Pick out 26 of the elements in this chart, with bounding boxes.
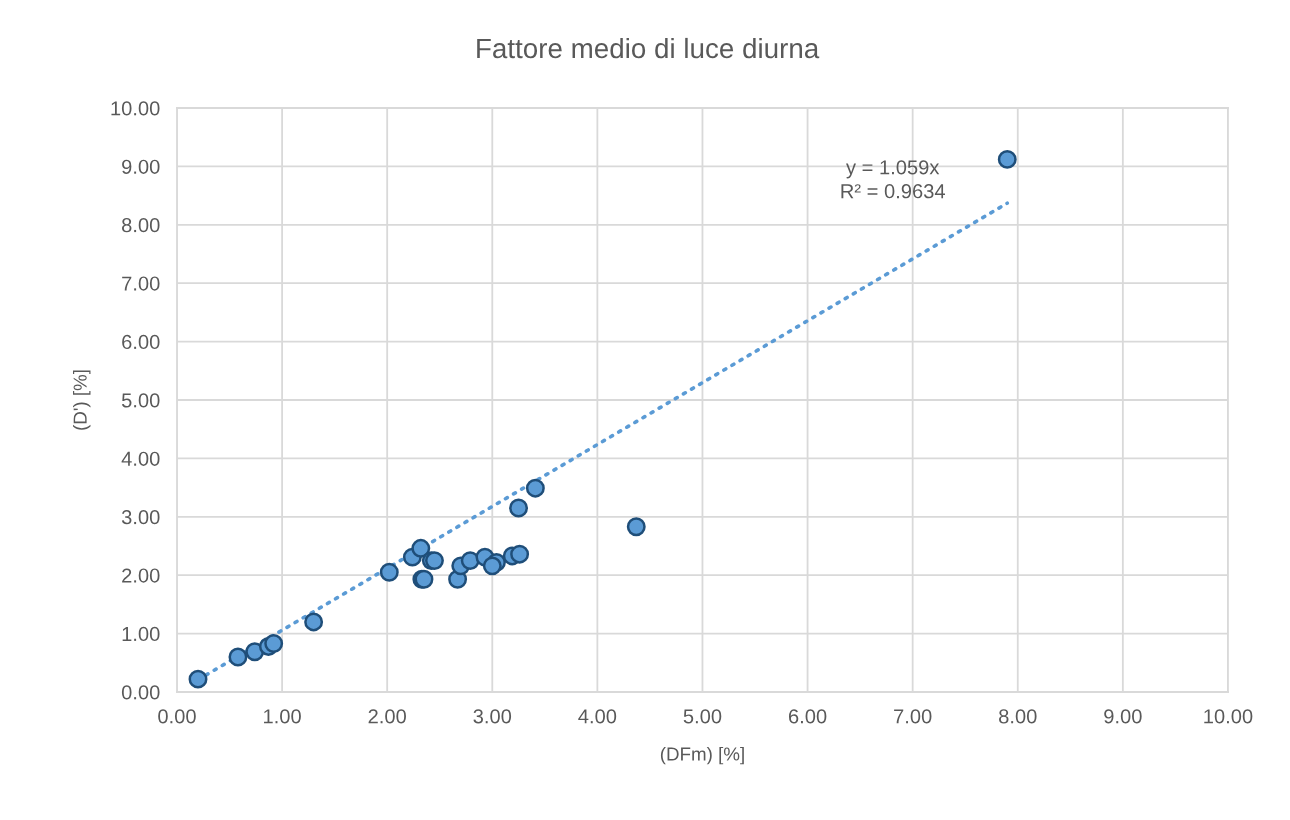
- x-tick-label: 6.00: [788, 709, 827, 724]
- y-tick-label: 2.00: [122, 568, 160, 583]
- y-tick-label: 3.00: [121, 510, 160, 525]
- x-tick-label: 8.00: [999, 709, 1037, 724]
- x-tick-label: 1.00: [264, 709, 301, 724]
- x-axis-title: (DFm) [%]: [660, 746, 744, 765]
- chart-title: Fattore medio di luce diurna: [477, 37, 820, 59]
- y-tick-label: 7.00: [122, 276, 160, 291]
- x-tick-label: 9.00: [1104, 709, 1142, 724]
- y-tick-label: 1.00: [122, 626, 160, 642]
- x-tick-label: 0.00: [158, 709, 196, 724]
- y-tick-label: 9.00: [122, 159, 160, 174]
- x-tick-label: 7.00: [894, 709, 932, 724]
- x-tick-label: 10.00: [1204, 709, 1253, 724]
- x-tick-label: 4.00: [578, 709, 617, 724]
- y-tick-label: 6.00: [122, 334, 160, 350]
- y-axis-title: (D') [%]: [73, 370, 91, 430]
- y-tick-label: 8.00: [122, 218, 160, 233]
- y-tick-label: 0.00: [121, 685, 160, 700]
- y-tick-label: 10.00: [111, 101, 160, 116]
- y-tick-label: 4.00: [121, 451, 160, 466]
- y-tick-label: 5.00: [121, 393, 160, 408]
- annotation: y = 1.059x R² = 0.9634: [841, 160, 946, 199]
- x-tick-label: 3.00: [473, 709, 512, 724]
- x-tick-label: 2.00: [368, 709, 406, 724]
- x-tick-label: 5.00: [683, 709, 722, 724]
